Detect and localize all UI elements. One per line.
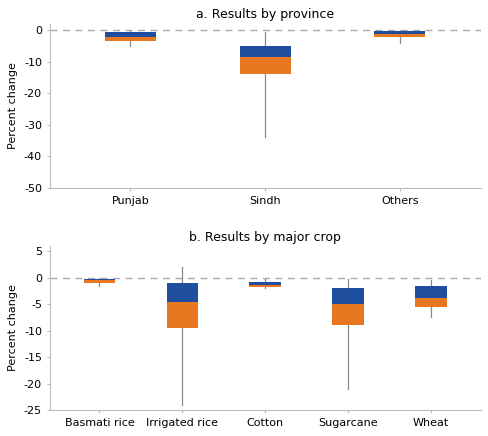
Y-axis label: Percent change: Percent change: [8, 285, 18, 371]
Bar: [332, 304, 363, 325]
Bar: [373, 31, 425, 34]
Y-axis label: Percent change: Percent change: [8, 62, 18, 149]
Title: a. Results by province: a. Results by province: [196, 8, 333, 21]
Bar: [239, 57, 290, 75]
Bar: [414, 298, 446, 307]
Bar: [414, 286, 446, 298]
Bar: [104, 37, 156, 41]
Bar: [332, 288, 363, 304]
Bar: [249, 282, 280, 285]
Bar: [83, 280, 115, 283]
Bar: [239, 46, 290, 57]
Title: b. Results by major crop: b. Results by major crop: [189, 231, 341, 243]
Bar: [166, 302, 198, 328]
Bar: [373, 34, 425, 37]
Bar: [104, 32, 156, 37]
Bar: [83, 279, 115, 280]
Bar: [166, 283, 198, 302]
Bar: [249, 285, 280, 287]
